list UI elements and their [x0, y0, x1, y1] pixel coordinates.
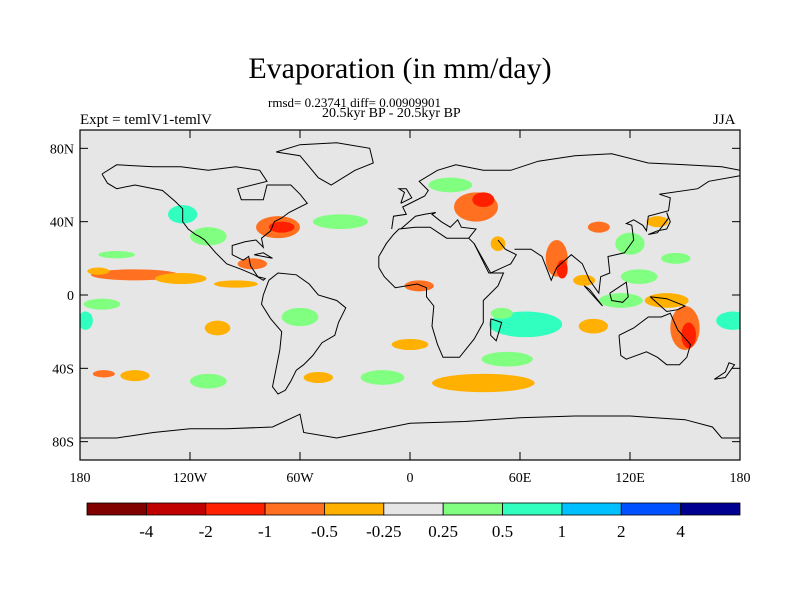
anomaly-patch	[615, 232, 645, 255]
period-label: 20.5kyr BP - 20.5kyr BP	[322, 106, 461, 121]
colorbar-swatch	[145, 502, 207, 516]
lat-tick-label: 80S	[52, 436, 74, 451]
coastline	[583, 285, 603, 307]
colorbar-swatch	[442, 502, 503, 516]
anomaly-patch	[490, 236, 506, 252]
colorbar: -4 -2 -1 -0.5 -0.25 0.25 0.5 1 2 4	[86, 502, 741, 541]
coastline	[276, 142, 374, 186]
colorbar-swatch	[561, 502, 622, 516]
colorbar-swatch	[86, 502, 147, 516]
coastline	[649, 296, 687, 313]
lon-tick-label: 180	[70, 471, 91, 486]
coastline	[260, 272, 347, 395]
anomaly-patch	[281, 307, 319, 327]
map-background	[80, 130, 740, 460]
anomaly-patch	[98, 251, 135, 259]
lon-tick-label: 60W	[286, 471, 314, 486]
lat-tick-label: 40S	[52, 362, 74, 377]
anomaly-patch	[681, 322, 697, 349]
anomaly-patch	[644, 293, 689, 308]
season-label: JJA	[713, 112, 736, 128]
anomaly-patch	[312, 214, 368, 230]
coastline	[473, 239, 518, 274]
colorbar-label: -0.25	[366, 522, 401, 541]
lon-tick-label: 120E	[615, 471, 645, 486]
anomaly-patch	[268, 221, 295, 233]
anomaly-patch	[573, 274, 596, 286]
coastline	[490, 318, 503, 342]
anomaly-patch	[92, 370, 115, 378]
colorbar-label: -1	[258, 522, 272, 541]
anomaly-patch	[237, 258, 267, 270]
coastline	[80, 413, 740, 439]
anomaly-patch	[432, 373, 535, 393]
anomaly-patch	[391, 339, 429, 350]
rmsd-diff-stats: rmsd= 0.23741 diff= 0.00909901	[268, 95, 441, 110]
anomaly-patch	[204, 320, 231, 336]
anomaly-patch	[83, 298, 121, 310]
anomaly-patch	[661, 252, 691, 264]
colorbar-label: -0.5	[311, 522, 338, 541]
colorbar-label: 4	[676, 522, 685, 541]
anomaly-patch	[120, 370, 150, 382]
anomaly-patch	[490, 307, 513, 319]
colorbar-label: -4	[139, 522, 154, 541]
anomaly-patch	[481, 351, 533, 367]
lon-tick-label: 0	[407, 471, 414, 486]
lat-tick-label: 0	[67, 289, 74, 304]
anomaly-patch	[428, 177, 473, 193]
anomaly-patch	[190, 227, 227, 246]
colorbar-swatch	[205, 502, 266, 516]
lon-tick-label: 60E	[509, 471, 532, 486]
colorbar-label: 2	[617, 522, 626, 541]
coastline	[378, 226, 505, 358]
coastline	[618, 312, 692, 366]
colorbar-label: -2	[199, 522, 213, 541]
colorbar-swatch	[264, 502, 325, 516]
anomaly-patch	[190, 373, 227, 389]
anomaly-field	[80, 177, 740, 393]
anomaly-patch	[716, 311, 740, 330]
colorbar-swatch	[620, 502, 682, 516]
coastline	[391, 153, 740, 230]
anomaly-patch	[587, 221, 610, 233]
colorbar-label: 1	[558, 522, 567, 541]
anomaly-patch	[646, 216, 669, 228]
anomaly-patch	[472, 192, 495, 208]
experiment-label: Expt = temlV1-temlV	[80, 112, 212, 128]
anomaly-patch	[80, 311, 93, 330]
anomaly-patch	[620, 269, 658, 284]
anomaly-patch	[360, 370, 405, 385]
colorbar-label: 0.5	[492, 522, 513, 541]
colorbar-swatch	[502, 502, 563, 516]
coastline	[397, 188, 413, 204]
coastline	[609, 281, 629, 303]
coastline	[400, 212, 477, 239]
chart-title: Evaporation (in mm/day)	[248, 52, 552, 85]
coastline	[101, 164, 309, 281]
lat-tick-label: 80N	[50, 142, 74, 157]
anomaly-patch	[213, 280, 258, 288]
coastline	[514, 175, 740, 295]
colorbar-swatch	[383, 502, 444, 516]
anomaly-patch	[303, 372, 334, 383]
lat-tick-label: 40N	[50, 216, 74, 231]
coastline	[714, 362, 736, 380]
anomaly-patch	[87, 267, 110, 275]
anomaly-patch	[155, 273, 207, 284]
anomaly-patch	[578, 318, 608, 334]
colorbar-swatch	[680, 502, 741, 516]
anomaly-patch	[598, 293, 643, 308]
lon-tick-label: 180	[730, 471, 751, 486]
coastline	[254, 252, 273, 259]
axis-ticks: 80N 40N 0 40S 80S 180 120W 60W 0 60E 120E 180	[50, 130, 751, 486]
colorbar-swatch	[324, 502, 385, 516]
coastline	[648, 212, 671, 235]
colorbar-label: 0.25	[428, 522, 458, 541]
lon-tick-label: 120W	[173, 471, 208, 486]
coastlines	[80, 142, 740, 439]
